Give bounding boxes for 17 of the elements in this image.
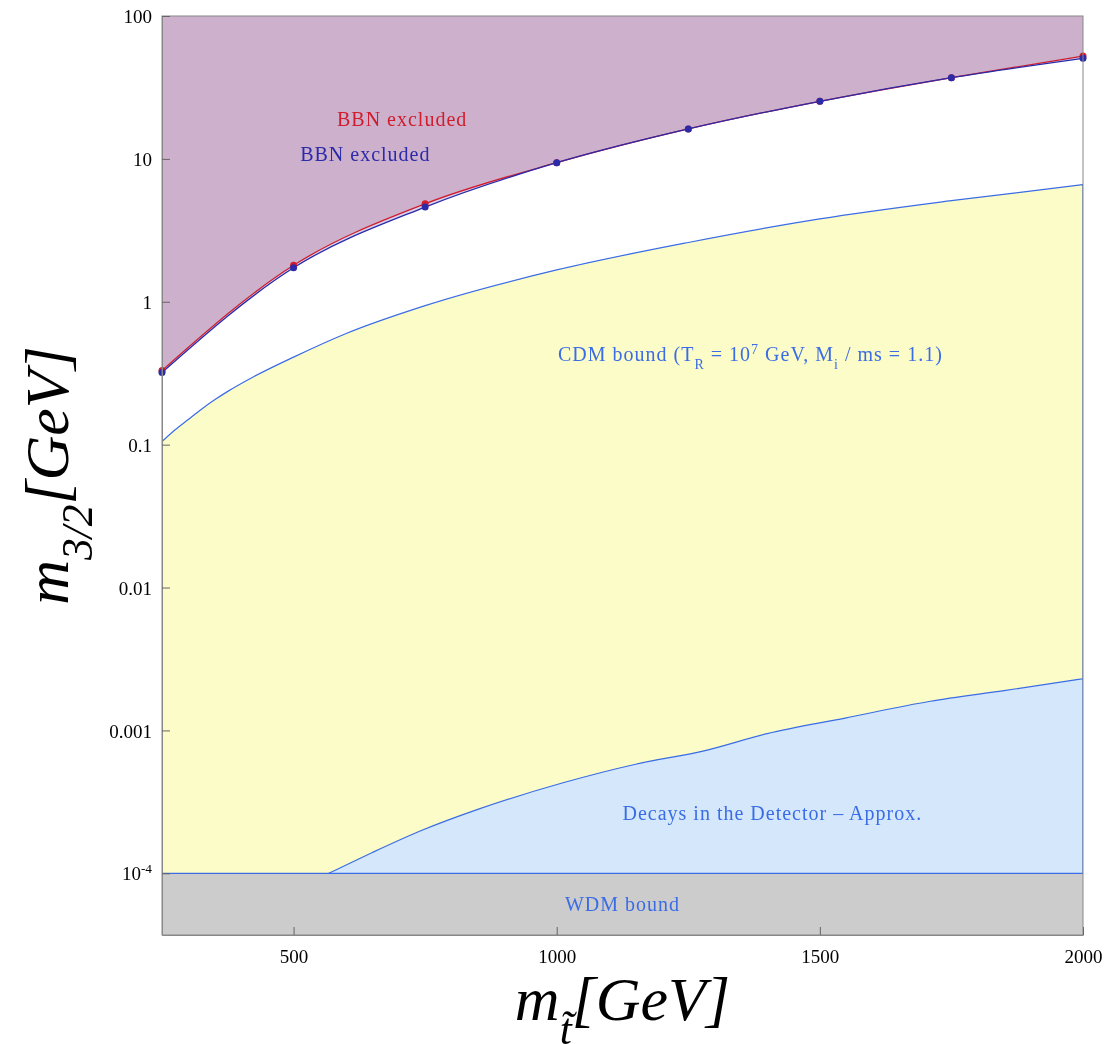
text: BBN excluded	[336, 108, 468, 131]
x-axis-title: m$_{t̃}$[GeV]	[514, 965, 731, 1044]
y-tick-label: 0.001	[109, 720, 152, 742]
x-tick-label: 1500	[801, 946, 840, 967]
x-tick-label: 1000	[538, 946, 577, 967]
series-label: BBN excluded	[300, 143, 431, 166]
y-tick-label: 0.01	[118, 577, 152, 599]
x-tick-label: 2000	[1064, 946, 1103, 967]
x-tick-label: 500	[279, 946, 309, 967]
y-tick-label: 100	[123, 6, 152, 28]
y-tick-label: 10$^{-4}$	[121, 860, 153, 885]
y-tick-label: 1	[142, 291, 152, 313]
series-label: Decays in the Detector – Approx.	[622, 802, 923, 826]
y-tick-label: 10	[133, 149, 152, 171]
series-label: CDM bound (T$_{R}$ = 10$^{7}$ GeV, M$_{i}$ / ms = 1.1)	[558, 341, 943, 372]
band-label: WDM bound	[564, 893, 681, 916]
y-tick-label: 0.1	[128, 434, 152, 456]
